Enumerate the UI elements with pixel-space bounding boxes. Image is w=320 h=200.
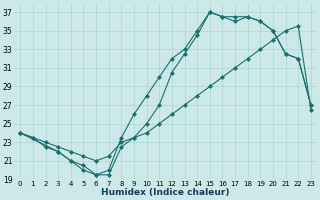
X-axis label: Humidex (Indice chaleur): Humidex (Indice chaleur) <box>101 188 230 197</box>
